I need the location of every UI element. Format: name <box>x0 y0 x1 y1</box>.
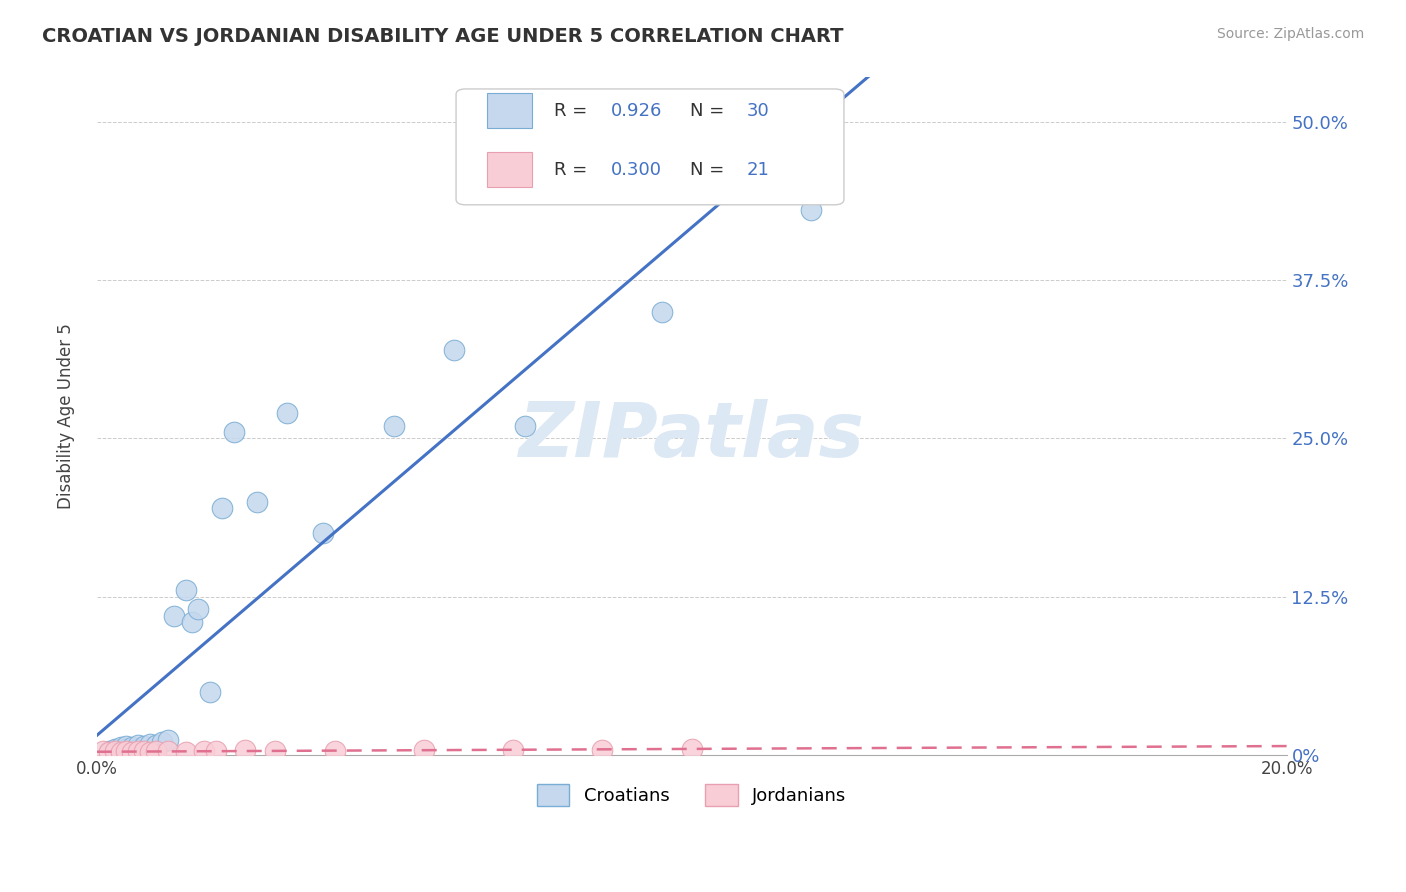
Text: CROATIAN VS JORDANIAN DISABILITY AGE UNDER 5 CORRELATION CHART: CROATIAN VS JORDANIAN DISABILITY AGE UND… <box>42 27 844 45</box>
Point <box>235 743 257 757</box>
Point <box>174 745 197 759</box>
Text: R =: R = <box>554 161 592 178</box>
Point <box>681 741 703 756</box>
Point <box>312 526 335 541</box>
Point <box>134 739 156 753</box>
Point <box>115 739 138 753</box>
Point <box>110 745 132 759</box>
Point <box>222 425 245 439</box>
Point <box>145 738 167 752</box>
Point <box>110 740 132 755</box>
Point <box>103 741 125 756</box>
Point <box>110 743 132 757</box>
Point <box>157 732 180 747</box>
Point <box>246 494 269 508</box>
Point <box>145 744 167 758</box>
Text: N =: N = <box>690 161 731 178</box>
Point <box>139 737 162 751</box>
Point <box>91 744 114 758</box>
Point <box>443 343 465 357</box>
Point <box>382 418 405 433</box>
Point <box>651 304 673 318</box>
Point <box>115 741 138 756</box>
Text: 0.300: 0.300 <box>610 161 662 178</box>
Point <box>174 583 197 598</box>
Point <box>413 743 436 757</box>
Text: ZIPatlas: ZIPatlas <box>519 400 865 474</box>
FancyBboxPatch shape <box>486 93 533 128</box>
Point <box>591 743 613 757</box>
Point <box>121 745 143 759</box>
Point <box>264 744 287 758</box>
Text: 30: 30 <box>747 102 769 120</box>
Point <box>121 740 143 755</box>
Legend: Croatians, Jordanians: Croatians, Jordanians <box>530 777 853 814</box>
Point <box>180 615 202 629</box>
Point <box>187 602 209 616</box>
Text: Source: ZipAtlas.com: Source: ZipAtlas.com <box>1216 27 1364 41</box>
Point <box>198 684 221 698</box>
Point <box>97 745 120 759</box>
Point <box>211 500 233 515</box>
Point <box>276 406 298 420</box>
FancyBboxPatch shape <box>486 152 533 187</box>
Point <box>103 743 125 757</box>
Point <box>127 744 149 758</box>
Point <box>502 743 524 757</box>
Point <box>115 744 138 758</box>
Point <box>97 744 120 758</box>
Point <box>193 744 215 758</box>
Point <box>800 203 823 218</box>
Point <box>103 744 125 758</box>
Point <box>157 744 180 758</box>
Point <box>150 735 173 749</box>
Text: 21: 21 <box>747 161 769 178</box>
Text: R =: R = <box>554 102 592 120</box>
Point <box>163 608 186 623</box>
Point <box>204 744 226 758</box>
Y-axis label: Disability Age Under 5: Disability Age Under 5 <box>58 323 75 509</box>
FancyBboxPatch shape <box>456 89 844 205</box>
Point <box>513 418 536 433</box>
Point <box>127 738 149 752</box>
Point <box>134 744 156 758</box>
Point <box>139 745 162 759</box>
Point <box>323 744 346 758</box>
Text: 0.926: 0.926 <box>610 102 662 120</box>
Text: N =: N = <box>690 102 731 120</box>
Point <box>127 741 149 756</box>
